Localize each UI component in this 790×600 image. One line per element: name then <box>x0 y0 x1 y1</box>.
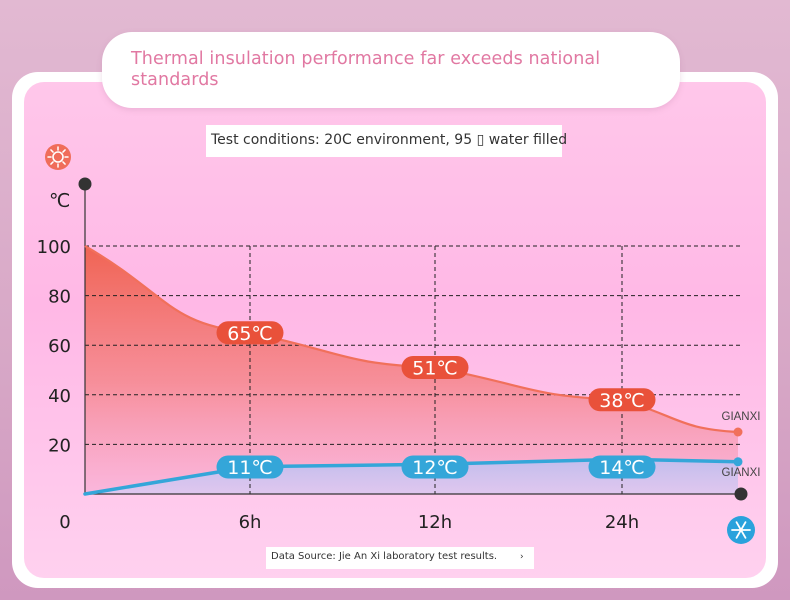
y-axis-unit: ℃ <box>49 190 70 212</box>
hot-data-label: 65℃ <box>227 323 273 345</box>
hot-data-label: 51℃ <box>412 358 458 380</box>
cold-series-end-point <box>733 457 743 467</box>
sun-icon-ray <box>50 149 54 153</box>
cold-data-label-pill <box>401 455 469 479</box>
x-tick-label: 24h <box>605 512 639 533</box>
cold-data-label: 11℃ <box>227 457 273 479</box>
test-conditions-box <box>206 125 562 157</box>
cold-data-label-pill <box>588 455 656 479</box>
hot-data-label-pill <box>588 388 656 412</box>
cold-data-label: 12℃ <box>412 457 458 479</box>
y-tick-label: 40 <box>48 386 71 407</box>
y-tick-label: 20 <box>48 435 71 456</box>
data-source-tail: › <box>520 552 524 562</box>
hot-data-label-pill <box>216 321 284 345</box>
hot-series-name: GIANXI <box>722 411 761 423</box>
data-source-box <box>266 547 534 569</box>
y-tick-label: 100 <box>37 237 71 258</box>
cold-series-name: GIANXI <box>722 467 761 479</box>
data-source-text: Data Source: Jie An Xi laboratory test r… <box>271 551 498 562</box>
hot-data-label-pill <box>401 356 469 380</box>
hot-series-end-point <box>733 427 743 437</box>
x-tick-label: 6h <box>239 512 262 533</box>
test-conditions-text: Test conditions: 20C environment, 95 ▯ w… <box>211 132 568 148</box>
sun-icon-ray <box>50 161 54 165</box>
hot-data-label: 38℃ <box>599 390 645 412</box>
snowflake-icon-arm <box>735 521 747 539</box>
x-tick-label: 0 <box>59 512 70 533</box>
title-banner <box>102 32 680 108</box>
sun-icon-ray <box>62 161 66 165</box>
sun-icon-core <box>52 151 64 163</box>
y-axis-end-dot <box>78 177 92 191</box>
page-title: Thermal insulation performance far excee… <box>131 49 601 90</box>
x-axis-end-dot <box>734 487 748 501</box>
sun-icon-ray <box>62 149 66 153</box>
y-tick-label: 80 <box>48 287 71 308</box>
x-tick-label: 12h <box>418 512 452 533</box>
y-tick-label: 60 <box>48 336 71 357</box>
cold-data-label: 14℃ <box>599 457 645 479</box>
cold-data-label-pill <box>216 455 284 479</box>
